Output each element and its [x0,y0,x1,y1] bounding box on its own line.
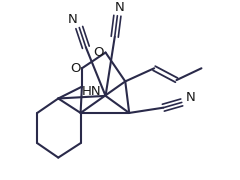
Text: N: N [115,1,125,14]
Text: N: N [185,91,195,104]
Text: N: N [68,13,78,26]
Text: O: O [70,62,81,75]
Text: HN: HN [82,85,102,98]
Text: O: O [94,46,104,59]
